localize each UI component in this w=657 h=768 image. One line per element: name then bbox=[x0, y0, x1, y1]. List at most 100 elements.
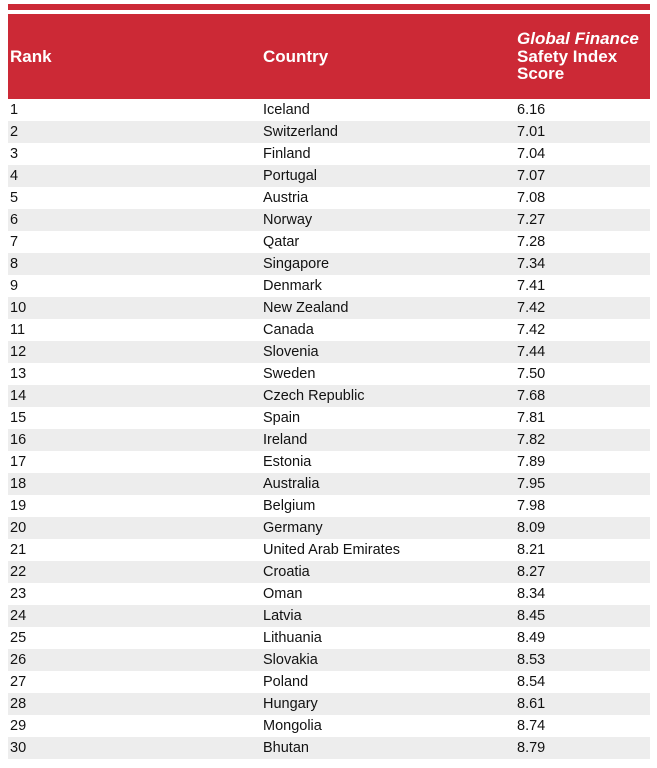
score-cell: 7.50 bbox=[517, 366, 546, 382]
rank-cell: 4 bbox=[10, 168, 19, 184]
country-cell: Slovakia bbox=[263, 652, 318, 668]
table-row: 9 Denmark 7.41 bbox=[8, 275, 650, 297]
table-row: 20 Germany 8.09 bbox=[8, 517, 650, 539]
rank-cell: 21 bbox=[10, 542, 27, 558]
score-cell: 7.82 bbox=[517, 432, 546, 448]
score-cell: 7.34 bbox=[517, 256, 546, 272]
score-cell: 8.74 bbox=[517, 718, 546, 734]
table-row: 10 New Zealand 7.42 bbox=[8, 297, 650, 319]
score-cell: 7.28 bbox=[517, 234, 546, 250]
safety-index-table: Rank Country Global Finance Safety Index… bbox=[8, 0, 650, 759]
rank-cell: 28 bbox=[10, 696, 27, 712]
table-row: 26 Slovakia 8.53 bbox=[8, 649, 650, 671]
score-cell: 6.16 bbox=[517, 102, 546, 118]
country-cell: Canada bbox=[263, 322, 314, 338]
score-cell: 8.27 bbox=[517, 564, 546, 580]
table-row: 22 Croatia 8.27 bbox=[8, 561, 650, 583]
country-cell: New Zealand bbox=[263, 300, 349, 316]
rank-cell: 16 bbox=[10, 432, 27, 448]
country-column-header: Country bbox=[263, 46, 329, 66]
score-cell: 7.89 bbox=[517, 454, 546, 470]
score-cell: 7.42 bbox=[517, 322, 546, 338]
score-cell: 7.41 bbox=[517, 278, 546, 294]
country-cell: Poland bbox=[263, 674, 309, 690]
score-cell: 8.54 bbox=[517, 674, 546, 690]
score-cell: 7.27 bbox=[517, 212, 546, 228]
rank-cell: 25 bbox=[10, 630, 27, 646]
country-cell: United Arab Emirates bbox=[263, 542, 401, 558]
score-header-line-1: Global Finance bbox=[517, 29, 639, 49]
country-cell: Norway bbox=[263, 212, 313, 228]
table-body: 1 Iceland 6.16 2 Switzerland 7.01 3 Finl… bbox=[8, 99, 650, 759]
rank-cell: 11 bbox=[10, 322, 26, 338]
rank-cell: 9 bbox=[10, 278, 19, 294]
score-header-line-2: Safety Index bbox=[517, 46, 618, 66]
table-row: 27 Poland 8.54 bbox=[8, 671, 650, 693]
table-row: 12 Slovenia 7.44 bbox=[8, 341, 650, 363]
table-row: 29 Mongolia 8.74 bbox=[8, 715, 650, 737]
country-cell: Croatia bbox=[263, 564, 310, 580]
country-cell: Singapore bbox=[263, 256, 330, 272]
country-cell: Hungary bbox=[263, 696, 318, 712]
score-cell: 7.98 bbox=[517, 498, 546, 514]
rank-cell: 1 bbox=[10, 102, 19, 118]
country-cell: Austria bbox=[263, 190, 309, 206]
rank-cell: 7 bbox=[10, 234, 19, 250]
table-row: 3 Finland 7.04 bbox=[8, 143, 650, 165]
country-cell: Qatar bbox=[263, 234, 300, 250]
table-row: 17 Estonia 7.89 bbox=[8, 451, 650, 473]
country-cell: Portugal bbox=[263, 168, 318, 184]
score-cell: 8.61 bbox=[517, 696, 546, 712]
score-cell: 7.42 bbox=[517, 300, 546, 316]
country-cell: Mongolia bbox=[263, 718, 322, 734]
rank-cell: 22 bbox=[10, 564, 27, 580]
score-column-header: Global Finance Safety Index Score bbox=[517, 30, 650, 83]
rank-cell: 14 bbox=[10, 388, 27, 404]
table-row: 28 Hungary 8.61 bbox=[8, 693, 650, 715]
rank-cell: 5 bbox=[10, 190, 19, 206]
rank-cell: 8 bbox=[10, 256, 19, 272]
top-red-rule bbox=[8, 4, 650, 10]
score-cell: 8.79 bbox=[517, 740, 546, 756]
country-cell: Ireland bbox=[263, 432, 308, 448]
rank-cell: 6 bbox=[10, 212, 19, 228]
score-cell: 7.81 bbox=[517, 410, 546, 426]
table-row: 14 Czech Republic 7.68 bbox=[8, 385, 650, 407]
rank-cell: 13 bbox=[10, 366, 27, 382]
table-row: 24 Latvia 8.45 bbox=[8, 605, 650, 627]
score-cell: 7.95 bbox=[517, 476, 546, 492]
score-cell: 8.34 bbox=[517, 586, 546, 602]
score-cell: 7.44 bbox=[517, 344, 546, 360]
table-row: 4 Portugal 7.07 bbox=[8, 165, 650, 187]
rank-cell: 17 bbox=[10, 454, 27, 470]
rank-cell: 19 bbox=[10, 498, 27, 514]
country-cell: Estonia bbox=[263, 454, 312, 470]
table-row: 5 Austria 7.08 bbox=[8, 187, 650, 209]
table-row: 13 Sweden 7.50 bbox=[8, 363, 650, 385]
country-cell: Germany bbox=[263, 520, 323, 536]
rank-cell: 12 bbox=[10, 344, 27, 360]
rank-cell: 2 bbox=[10, 124, 19, 140]
rank-cell: 15 bbox=[10, 410, 27, 426]
country-cell: Sweden bbox=[263, 366, 316, 382]
country-cell: Latvia bbox=[263, 608, 302, 624]
country-cell: Denmark bbox=[263, 278, 322, 294]
country-cell: Switzerland bbox=[263, 124, 338, 140]
rank-cell: 20 bbox=[10, 520, 27, 536]
table-row: 21 United Arab Emirates 8.21 bbox=[8, 539, 650, 561]
country-cell: Iceland bbox=[263, 102, 310, 118]
table-row: 11 Canada 7.42 bbox=[8, 319, 650, 341]
table-row: 25 Lithuania 8.49 bbox=[8, 627, 650, 649]
table-row: 16 Ireland 7.82 bbox=[8, 429, 650, 451]
score-cell: 7.08 bbox=[517, 190, 546, 206]
rank-cell: 10 bbox=[10, 300, 27, 316]
country-cell: Bhutan bbox=[263, 740, 309, 756]
rank-cell: 24 bbox=[10, 608, 27, 624]
table-row: 6 Norway 7.27 bbox=[8, 209, 650, 231]
rank-cell: 26 bbox=[10, 652, 27, 668]
rank-cell: 23 bbox=[10, 586, 27, 602]
score-cell: 8.21 bbox=[517, 542, 546, 558]
country-cell: Lithuania bbox=[263, 630, 322, 646]
table-row: 15 Spain 7.81 bbox=[8, 407, 650, 429]
table-row: 19 Belgium 7.98 bbox=[8, 495, 650, 517]
